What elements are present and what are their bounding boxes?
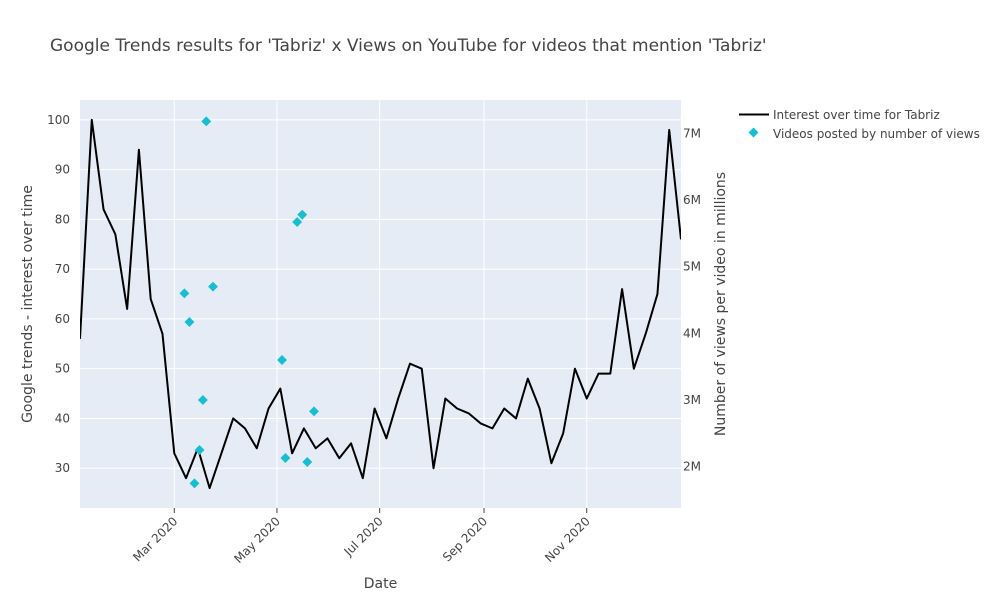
video-point[interactable]	[189, 478, 200, 489]
y-tick-label: 40	[55, 411, 70, 425]
video-point[interactable]	[302, 457, 313, 467]
y-tick-label: 50	[55, 362, 70, 376]
y-tick-label: 60	[55, 312, 70, 326]
y-tick-label: 80	[55, 212, 70, 226]
video-point[interactable]	[277, 355, 287, 365]
plot-background	[80, 100, 681, 508]
video-point[interactable]	[201, 116, 212, 127]
y-axis-title: Google trends - interest over time	[20, 185, 36, 423]
video-point[interactable]	[292, 217, 303, 227]
y2-tick-label: 4M	[683, 326, 701, 340]
x-tick-label: Mar 2020	[130, 514, 180, 564]
y2-tick-label: 5M	[683, 260, 701, 274]
y2-tick-label: 2M	[683, 460, 701, 474]
series-line-interest	[80, 118, 681, 490]
video-point[interactable]	[280, 453, 291, 463]
x-tick-label: May 2020	[231, 514, 283, 566]
y2-axis-ticks: 2M 3M 4M 5M 6M 7M	[683, 126, 701, 473]
legend[interactable]: Interest over time for Tabriz Videos pos…	[739, 108, 980, 141]
x-axis-title: Date	[364, 576, 397, 592]
video-point[interactable]	[309, 406, 319, 417]
legend-label-interest: Interest over time for Tabriz	[773, 108, 940, 122]
y-tick-label: 100	[47, 113, 70, 127]
x-axis-ticks: Mar 2020 May 2020 Jul 2020 Sep 2020 Nov 2020	[130, 508, 593, 566]
series-layer	[80, 116, 681, 490]
y2-tick-label: 3M	[683, 393, 701, 407]
x-tick-label: Nov 2020	[542, 514, 593, 565]
video-point[interactable]	[208, 281, 218, 292]
x-tick-label: Jul 2020	[341, 514, 386, 559]
legend-label-videos: Videos posted by number of views	[773, 127, 980, 141]
legend-marker-swatch	[748, 127, 759, 138]
video-point[interactable]	[194, 445, 205, 455]
video-point[interactable]	[197, 395, 208, 405]
y2-axis-title: Number of views per video in millions	[713, 172, 729, 436]
gridlines	[80, 100, 681, 508]
x-tick-label: Sep 2020	[440, 514, 490, 564]
video-point[interactable]	[297, 209, 308, 220]
video-point[interactable]	[184, 317, 195, 327]
y-tick-label: 90	[55, 163, 70, 177]
y-axis-ticks: 30 40 50 60 70 80 90 100	[47, 113, 70, 475]
y2-tick-label: 7M	[683, 126, 701, 140]
chart-title: Google Trends results for 'Tabriz' x Vie…	[50, 36, 767, 56]
y2-tick-label: 6M	[683, 193, 701, 207]
video-point[interactable]	[179, 288, 190, 299]
y-tick-label: 30	[55, 461, 70, 475]
y-tick-label: 70	[55, 262, 70, 276]
